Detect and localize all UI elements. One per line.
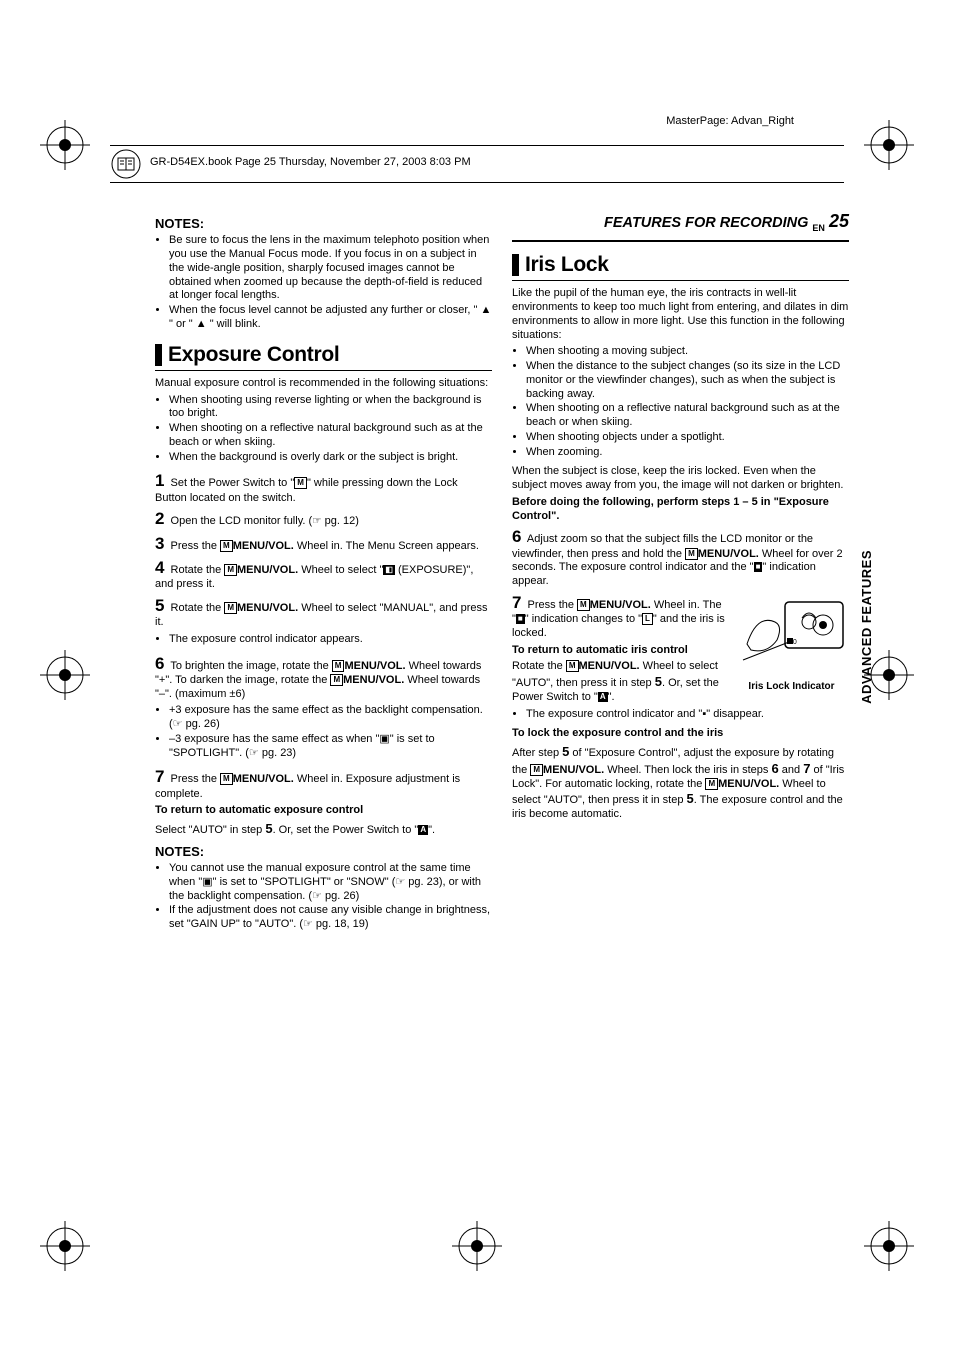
list-item: The exposure control indicator appears. — [169, 633, 492, 647]
m-icon: M — [220, 540, 233, 552]
situation-list: When shooting a moving subject. When the… — [512, 345, 849, 459]
crop-mark-icon — [864, 120, 914, 170]
right-column: FEATURES FOR RECORDING EN 25 Iris Lock L… — [512, 210, 849, 938]
side-tab: ADVANCED FEATURES — [859, 550, 874, 704]
list-item: When the background is overly dark or th… — [169, 451, 492, 465]
list-item: When shooting on a reflective natural ba… — [526, 402, 849, 430]
list-item: When the distance to the subject changes… — [526, 360, 849, 401]
section-title: Iris Lock — [512, 252, 849, 278]
list-item: When shooting using reverse lighting or … — [169, 394, 492, 422]
notes-heading: NOTES: — [155, 844, 492, 860]
m-icon: M — [530, 764, 543, 776]
crop-mark-icon — [40, 120, 90, 170]
book-icon — [110, 148, 142, 180]
step-6: 6 Adjust zoom so that the subject fills … — [512, 526, 849, 589]
list-item: When shooting a moving subject. — [526, 345, 849, 359]
divider — [512, 280, 849, 281]
list-item: When zooming. — [526, 446, 849, 460]
step-3: 3 Press the MMENU/VOL. Wheel in. The Men… — [155, 533, 492, 554]
title-bar-icon — [155, 344, 162, 366]
list-item: –3 exposure has the same effect as when … — [169, 733, 492, 761]
m-icon: M — [332, 660, 345, 672]
lock-icon: ■ — [516, 614, 525, 624]
note-item: Be sure to focus the lens in the maximum… — [169, 234, 492, 303]
illustration: ±0 Iris Lock Indicator — [734, 594, 849, 693]
notes-list: Be sure to focus the lens in the maximum… — [155, 234, 492, 331]
m-icon: M — [224, 564, 237, 576]
l-icon: L — [642, 613, 653, 625]
intro-text: Like the pupil of the human eye, the iri… — [512, 287, 849, 342]
master-page-label: MasterPage: Advan_Right — [666, 115, 794, 127]
intro-text: Manual exposure control is recommended i… — [155, 377, 492, 391]
header-band: GR-D54EX.book Page 25 Thursday, November… — [110, 145, 844, 183]
crop-mark-icon — [864, 1221, 914, 1271]
exposure-icon: ◧ — [383, 565, 395, 575]
notes-heading: NOTES: — [155, 216, 492, 232]
note-item: If the adjustment does not cause any vis… — [169, 904, 492, 932]
left-column: NOTES: Be sure to focus the lens in the … — [155, 210, 492, 938]
content-area: NOTES: Be sure to focus the lens in the … — [155, 210, 849, 938]
page-header: FEATURES FOR RECORDING EN 25 — [512, 210, 849, 234]
list-item: When shooting on a reflective natural ba… — [169, 422, 492, 450]
m-icon: M — [294, 477, 307, 489]
m-icon: M — [330, 674, 343, 686]
return-body: Select "AUTO" in step 5. Or, set the Pow… — [155, 821, 492, 838]
before-note: Before doing the following, perform step… — [512, 496, 849, 524]
step-6: 6 To brighten the image, rotate the MMEN… — [155, 653, 492, 702]
notes-list: You cannot use the manual exposure contr… — [155, 862, 492, 932]
step-6-notes: +3 exposure has the same effect as the b… — [155, 704, 492, 760]
iris-lock-illustration: ±0 — [737, 594, 847, 674]
m-icon: M — [705, 778, 718, 790]
divider — [512, 240, 849, 242]
lock-heading: To lock the exposure control and the iri… — [512, 727, 849, 741]
body-text: When the subject is close, keep the iris… — [512, 465, 849, 493]
title-text: Exposure Control — [168, 342, 339, 368]
crop-mark-icon — [40, 650, 90, 700]
step-4: 4 Rotate the MMENU/VOL. Wheel to select … — [155, 557, 492, 592]
situation-list: When shooting using reverse lighting or … — [155, 394, 492, 465]
list-item: When shooting objects under a spotlight. — [526, 431, 849, 445]
a-icon: A — [418, 825, 428, 835]
note-item: You cannot use the manual exposure contr… — [169, 862, 492, 903]
title-bar-icon — [512, 254, 519, 276]
m-icon: M — [685, 548, 698, 560]
list-item: The exposure control indicator and "▪" d… — [526, 708, 849, 722]
crop-mark-icon — [452, 1221, 502, 1271]
illustration-caption: Iris Lock Indicator — [734, 681, 849, 694]
m-icon: M — [224, 602, 237, 614]
step-5-notes: The exposure control indicator appears. — [155, 633, 492, 647]
step-2: 2 Open the LCD monitor fully. (☞ pg. 12) — [155, 508, 492, 529]
section-title: Exposure Control — [155, 342, 492, 368]
note-item: When the focus level cannot be adjusted … — [169, 304, 492, 332]
list-item: +3 exposure has the same effect as the b… — [169, 704, 492, 732]
title-text: Iris Lock — [525, 252, 609, 278]
divider — [155, 370, 492, 371]
step-5: 5 Rotate the MMENU/VOL. Wheel to select … — [155, 595, 492, 630]
page: MasterPage: Advan_Right GR-D54EX.book Pa… — [0, 0, 954, 1351]
step-1: 1 Set the Power Switch to "M" while pres… — [155, 470, 492, 505]
return-heading: To return to automatic exposure control — [155, 804, 492, 818]
header-text: GR-D54EX.book Page 25 Thursday, November… — [150, 156, 471, 168]
crop-mark-icon — [40, 1221, 90, 1271]
return-notes: The exposure control indicator and "▪" d… — [512, 708, 849, 722]
step-7: 7 Press the MMENU/VOL. Wheel in. Exposur… — [155, 766, 492, 801]
m-icon: M — [566, 660, 579, 672]
m-icon: M — [220, 773, 233, 785]
m-icon: M — [577, 599, 590, 611]
lock-body: After step 5 of "Exposure Control", adju… — [512, 744, 849, 822]
a-icon: A — [598, 692, 608, 702]
